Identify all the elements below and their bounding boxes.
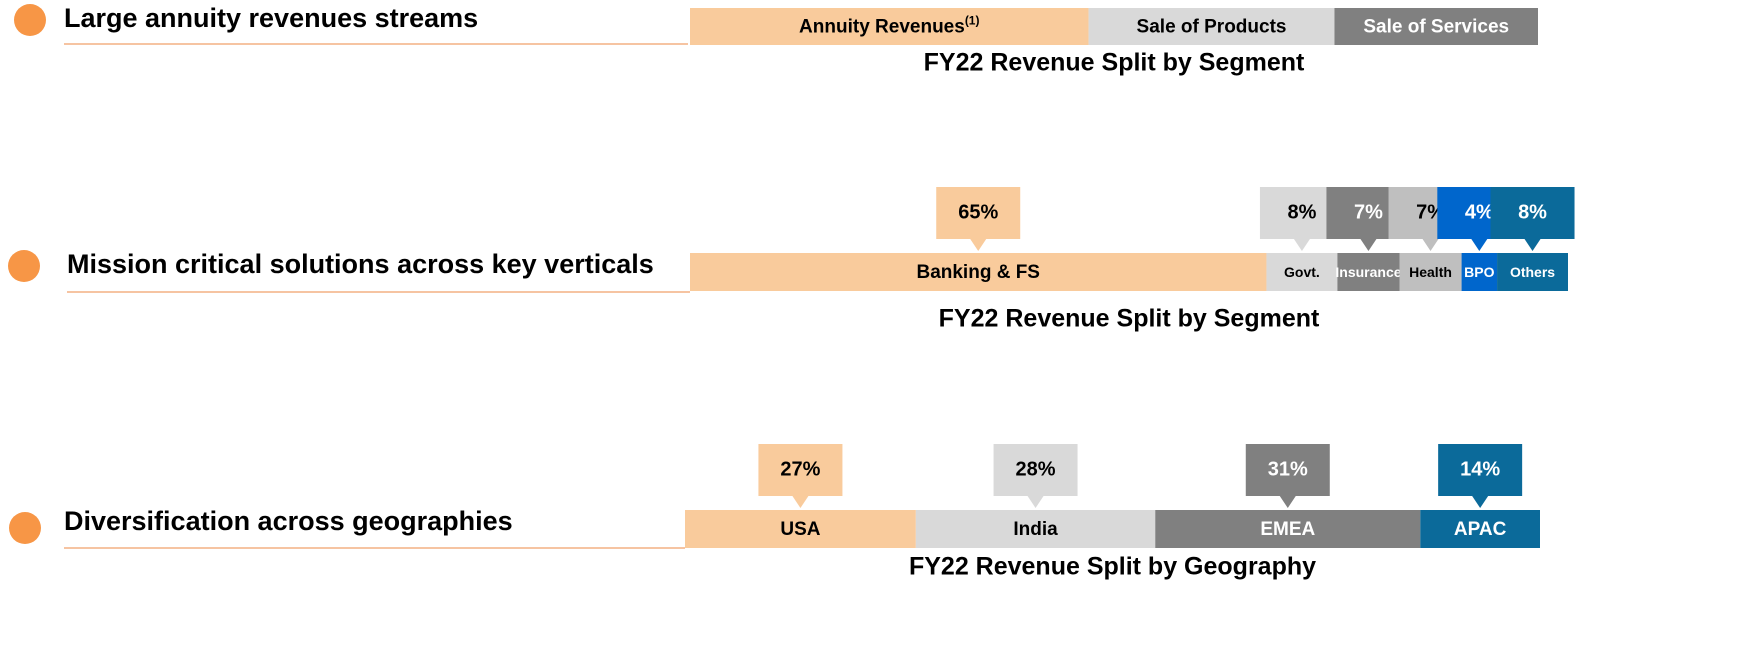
bar-segment xyxy=(1461,253,1498,291)
category-label: Health xyxy=(1409,264,1452,280)
callout-box xyxy=(1490,187,1575,239)
value-label: 14% xyxy=(1460,458,1500,480)
callout-box xyxy=(758,444,843,496)
category-label: APAC xyxy=(1454,519,1507,540)
callout-pointer xyxy=(1360,239,1377,251)
segment-label: Others xyxy=(1510,264,1555,280)
callout-pointer xyxy=(1471,239,1488,251)
category-label: BPO xyxy=(1464,264,1494,280)
segment-label: APAC xyxy=(1454,519,1507,540)
callout-pointer xyxy=(1422,239,1439,251)
segment-label: Banking & FS xyxy=(916,262,1040,283)
callout-pointer xyxy=(1027,496,1044,508)
value-label: 4% xyxy=(1465,201,1494,223)
segment-label: Annuity Revenues(1) xyxy=(799,14,979,38)
value-label: 27% xyxy=(780,458,820,480)
callout-pointer xyxy=(970,239,987,251)
bar-segment xyxy=(685,510,916,548)
segment-label: USA xyxy=(780,519,820,540)
category-label: Annuity Revenues xyxy=(799,17,965,38)
category-label: Sale of Products xyxy=(1137,17,1287,38)
bar-segment xyxy=(1337,253,1400,291)
category-label: USA xyxy=(780,519,820,540)
callout-pointer xyxy=(792,496,809,508)
bar-segment xyxy=(1334,8,1538,45)
segment-label: Health xyxy=(1409,264,1452,280)
value-label: 8% xyxy=(1518,201,1547,223)
bar-segment xyxy=(690,8,1089,45)
callout-box xyxy=(1245,444,1330,496)
segment-label: Govt. xyxy=(1284,264,1320,280)
callout-box xyxy=(936,187,1021,239)
value-label: 7% xyxy=(1354,201,1383,223)
bullet-dot xyxy=(14,4,46,36)
bullet-dot xyxy=(8,250,40,282)
chart-title: FY22 Revenue Split by Segment xyxy=(939,305,1320,333)
bar-segment xyxy=(690,253,1267,291)
category-label: Insurance xyxy=(1335,264,1401,280)
bullet-text: Mission critical solutions across key ve… xyxy=(67,249,654,279)
category-label: Sale of Services xyxy=(1363,17,1509,38)
segment-label: Insurance xyxy=(1335,264,1401,280)
footnote-mark: (1) xyxy=(965,14,980,28)
bar-segment xyxy=(1088,8,1335,45)
segment-label: BPO xyxy=(1464,264,1494,280)
value-label: 65% xyxy=(958,201,998,223)
segment-label: Sale of Products xyxy=(1137,17,1287,38)
category-label: EMEA xyxy=(1260,519,1315,540)
bullet-text: Large annuity revenues streams xyxy=(64,3,478,33)
callout-pointer xyxy=(1293,239,1310,251)
value-label: 8% xyxy=(1287,201,1316,223)
value-label: 31% xyxy=(1268,458,1308,480)
chart-title: FY22 Revenue Split by Geography xyxy=(909,553,1316,581)
bar-segment xyxy=(1420,510,1540,548)
chart-title: FY22 Revenue Split by Segment xyxy=(924,49,1305,77)
callout-pointer xyxy=(1524,239,1541,251)
category-label: Govt. xyxy=(1284,264,1320,280)
bar-segment xyxy=(1266,253,1338,291)
category-label: India xyxy=(1013,519,1058,540)
segment-label: Sale of Services xyxy=(1363,17,1509,38)
callout-box xyxy=(993,444,1078,496)
bar-segment xyxy=(1399,253,1462,291)
segment-label: EMEA xyxy=(1260,519,1315,540)
segment-label: India xyxy=(1013,519,1058,540)
callout-box xyxy=(1438,444,1523,496)
value-label: 28% xyxy=(1016,458,1056,480)
bar-segment xyxy=(1497,253,1568,291)
callout-pointer xyxy=(1279,496,1296,508)
bullet-text: Diversification across geographies xyxy=(64,506,513,536)
bullet-dot xyxy=(9,512,41,544)
bar-segment xyxy=(915,510,1156,548)
bar-segment xyxy=(1155,510,1421,548)
callout-pointer xyxy=(1472,496,1489,508)
category-label: Others xyxy=(1510,264,1555,280)
category-label: Banking & FS xyxy=(916,262,1040,283)
